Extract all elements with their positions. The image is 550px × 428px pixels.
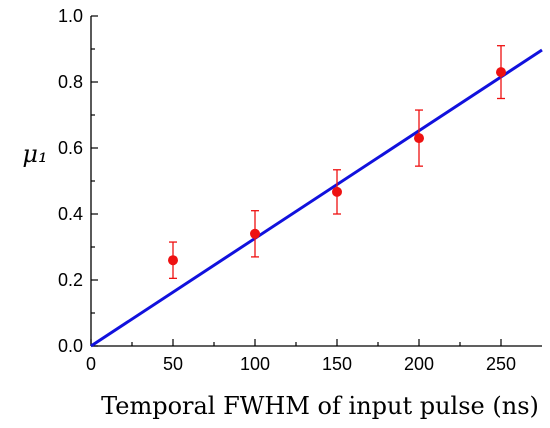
plot-frame — [90, 16, 542, 347]
y-tick-label: 0.0 — [58, 336, 83, 356]
y-axis-ticks: 0.0 0.2 0.4 0.6 0.8 1.0 — [58, 6, 98, 356]
y-tick-label: 0.2 — [58, 270, 83, 290]
y-tick-label: 0.4 — [58, 204, 83, 224]
x-tick-label: 100 — [240, 354, 270, 374]
x-tick-label: 250 — [486, 354, 516, 374]
x-tick-label: 50 — [163, 354, 183, 374]
data-point — [168, 255, 178, 266]
data-point — [332, 186, 342, 197]
series-layer — [90, 45, 543, 348]
x-axis-ticks: 0 50 100 150 200 250 — [86, 339, 516, 374]
y-tick-label: 1.0 — [58, 6, 83, 26]
x-tick-label: 0 — [86, 354, 96, 374]
data-point — [414, 133, 424, 144]
y-tick-label: 0.8 — [58, 72, 83, 92]
y-tick-label: 0.6 — [58, 138, 83, 158]
y-axis-label: μ₁ — [22, 140, 47, 168]
data-point — [250, 228, 260, 239]
x-tick-label: 150 — [322, 354, 352, 374]
data-point — [496, 67, 506, 78]
x-axis-label: Temporal FWHM of input pulse (ns) — [101, 392, 539, 420]
x-tick-label: 200 — [404, 354, 434, 374]
fit-line — [90, 48, 543, 348]
